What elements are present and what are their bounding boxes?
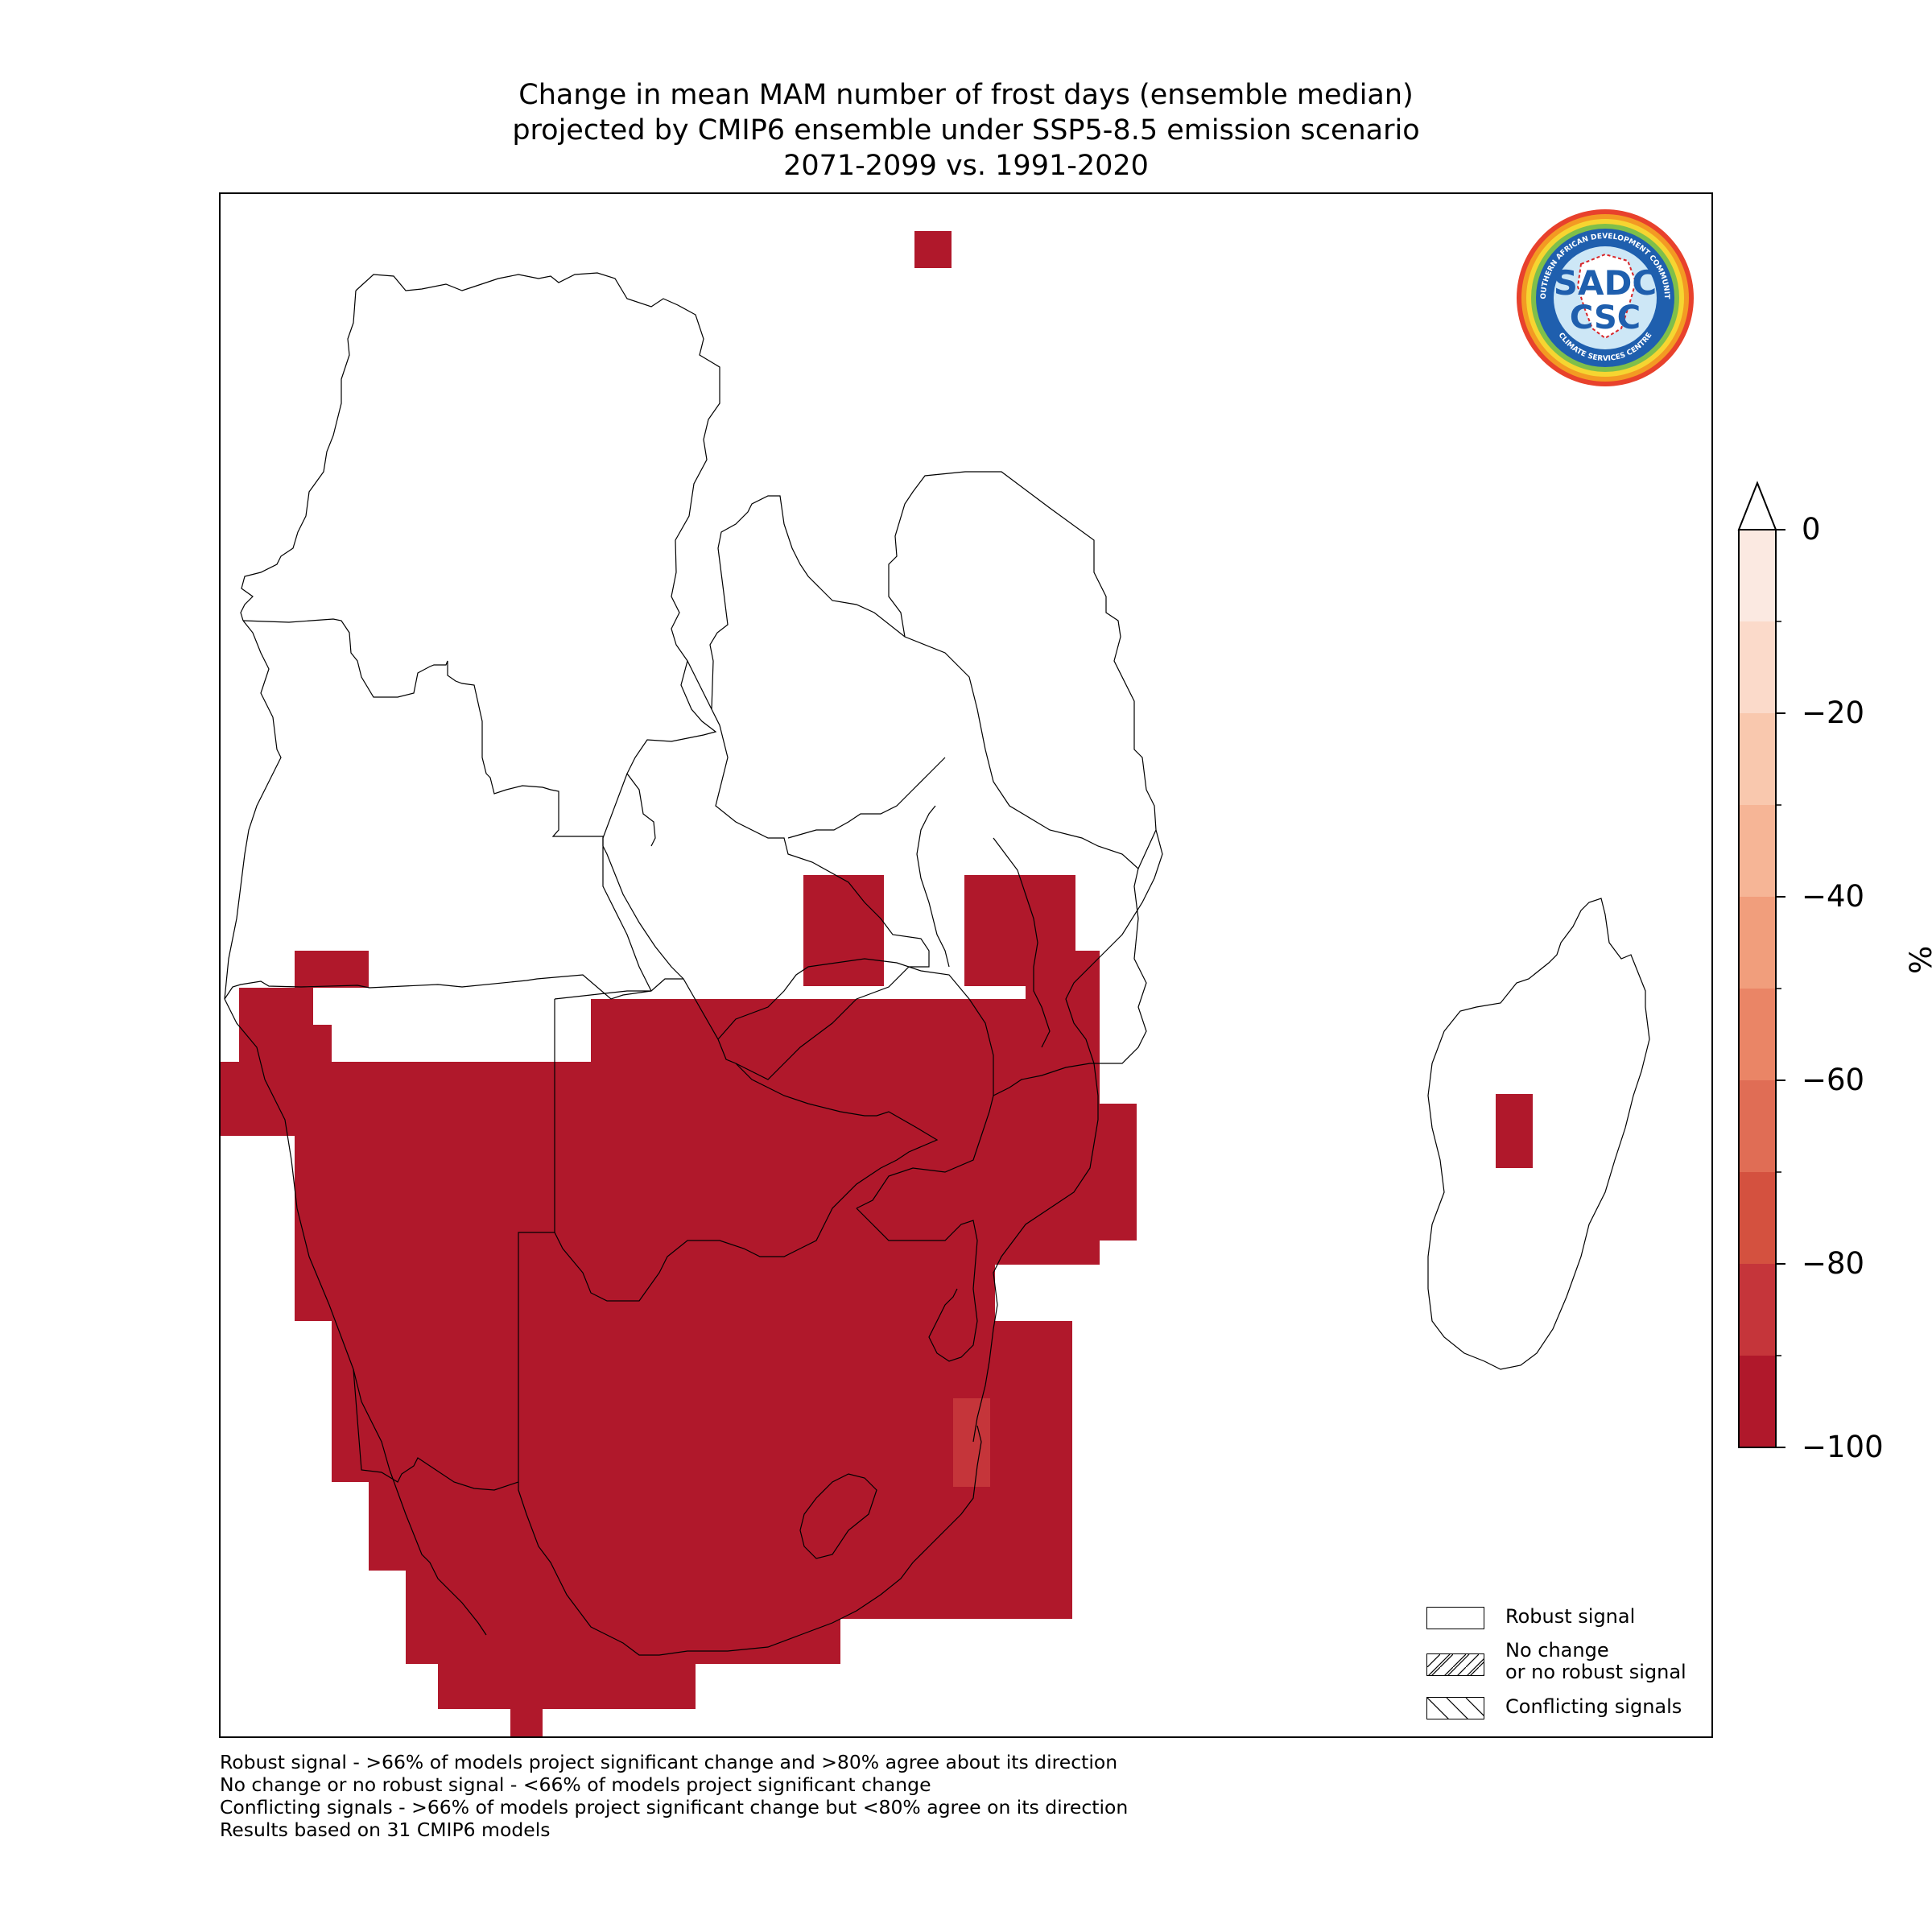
colorbar-bin-5 <box>1739 897 1776 989</box>
legend-swatch-robust <box>1426 1607 1484 1629</box>
logo-mark-top: SADC <box>1554 263 1657 303</box>
grid-cell-23 <box>1496 1094 1533 1168</box>
legend-swatch-conflicting <box>1426 1697 1484 1719</box>
sadc-csc-logo: SADC CSC SOUTHERN AFRICAN DEVELOPMENT CO… <box>1512 202 1695 388</box>
legend-label-conflicting: Conflicting signals <box>1505 1695 1682 1718</box>
footnote-models: Results based on 31 CMIP6 models <box>220 1818 551 1841</box>
map-canvas <box>221 231 1650 1736</box>
west-cape-outline <box>389 1469 487 1636</box>
footnote-conflicting: Conflicting signals - >66% of models pro… <box>220 1796 1129 1818</box>
zambia <box>602 660 946 1080</box>
tanzania <box>709 495 1147 1096</box>
grid-cell-20 <box>696 1619 768 1664</box>
title-line-3: 2071-2099 vs. 1991-2020 <box>783 150 1149 182</box>
grid-cell-6 <box>221 1062 591 1136</box>
footnote-no-change: No change or no robust signal - <66% of … <box>220 1773 931 1796</box>
grid-cell-15 <box>369 1482 1072 1571</box>
legend-label-no-change-line1: No change <box>1505 1639 1609 1662</box>
colorbar <box>1737 481 1785 1448</box>
legend-label-robust: Robust signal <box>1505 1605 1636 1628</box>
colorbar-tick-label-3: −60 <box>1802 1063 1865 1097</box>
grid-cell-18 <box>438 1664 696 1709</box>
footnote-robust: Robust signal - >66% of models project s… <box>220 1751 1118 1773</box>
grid-cell-13 <box>963 1265 995 1321</box>
grid-cell-21 <box>510 1709 543 1736</box>
sadc-csc-emblem: SADC CSC SOUTHERN AFRICAN DEVELOPMENT CO… <box>1512 202 1694 386</box>
legend-label-no-change-line2: or no robust signal <box>1505 1661 1686 1683</box>
colorbar-tick-label-5: −100 <box>1802 1430 1884 1464</box>
south-africa <box>353 1208 982 1656</box>
grid-cell-8 <box>1026 951 1100 1136</box>
colorbar-extend-arrow <box>1737 481 1777 530</box>
title-line-2: projected by CMIP6 ensemble under SSP5-8… <box>512 114 1420 147</box>
colorbar-tick-label-4: −80 <box>1802 1246 1865 1281</box>
logo-mark-bottom: CSC <box>1570 299 1641 336</box>
colorbar-bin-1 <box>1739 1264 1776 1356</box>
colorbar-bin-9 <box>1739 530 1776 621</box>
congo-outline <box>355 272 720 847</box>
namibia-east <box>353 999 555 1491</box>
colorbar-bin-6 <box>1739 805 1776 897</box>
grid-cell-5 <box>239 1025 332 1062</box>
colorbar-bin-3 <box>1739 1080 1776 1172</box>
grid-cell-11 <box>295 1265 963 1321</box>
namibia-coast <box>224 998 354 1370</box>
colorbar-tick-marks <box>1737 481 1785 1448</box>
map-panel <box>219 192 1713 1738</box>
madagascar <box>1427 898 1650 1370</box>
grid-cell-12 <box>332 1321 1072 1385</box>
legend-swatch-no-change <box>1426 1653 1484 1676</box>
map-title: Change in mean MAM number of frost days … <box>0 77 1932 184</box>
angola-outline <box>242 618 604 846</box>
zimbabwe <box>717 958 994 1209</box>
grid-cell-7 <box>591 999 1026 1136</box>
country-borders <box>224 272 1650 1656</box>
colorbar-bin-2 <box>1739 1172 1776 1264</box>
colorbar-bin-7 <box>1739 713 1776 805</box>
legend-label-no-change: No change or no robust signal <box>1505 1640 1686 1683</box>
grid-cell-16 <box>406 1571 1072 1619</box>
title-line-1: Change in mean MAM number of frost days … <box>518 79 1414 111</box>
grid-cell-19 <box>803 1571 877 1616</box>
colorbar-unit-label: % <box>1904 946 1932 974</box>
grid-cell-0 <box>914 231 952 268</box>
grid-cell-1 <box>803 875 884 986</box>
frost-change-cells <box>221 231 1533 1736</box>
namibia-north-border <box>224 974 652 1000</box>
mozambique-coast <box>972 829 1163 1443</box>
grid-cell-10 <box>295 1136 1100 1265</box>
grid-cell-4 <box>239 988 313 1025</box>
malawi-lake <box>916 805 1051 1048</box>
colorbar-tick-label-1: −20 <box>1802 696 1865 730</box>
colorbar-bin-0 <box>1739 1356 1776 1447</box>
colorbar-bin-8 <box>1739 621 1776 713</box>
grid-cell-22 <box>953 1398 990 1487</box>
colorbar-bin-4 <box>1739 989 1776 1080</box>
colorbar-tick-label-0: 0 <box>1802 512 1821 547</box>
colorbar-bins <box>1739 530 1776 1447</box>
grid-cell-17 <box>406 1619 840 1664</box>
botswana <box>554 978 939 1302</box>
grid-cell-3 <box>295 951 369 988</box>
grid-cell-14 <box>332 1385 1072 1482</box>
tanzania-coast <box>888 471 1157 869</box>
lesotho <box>799 1473 877 1559</box>
grid-cell-9 <box>1100 1104 1137 1241</box>
colorbar-tick-label-2: −40 <box>1802 879 1865 914</box>
footnotes: Robust signal - >66% of models project s… <box>220 1751 1128 1841</box>
